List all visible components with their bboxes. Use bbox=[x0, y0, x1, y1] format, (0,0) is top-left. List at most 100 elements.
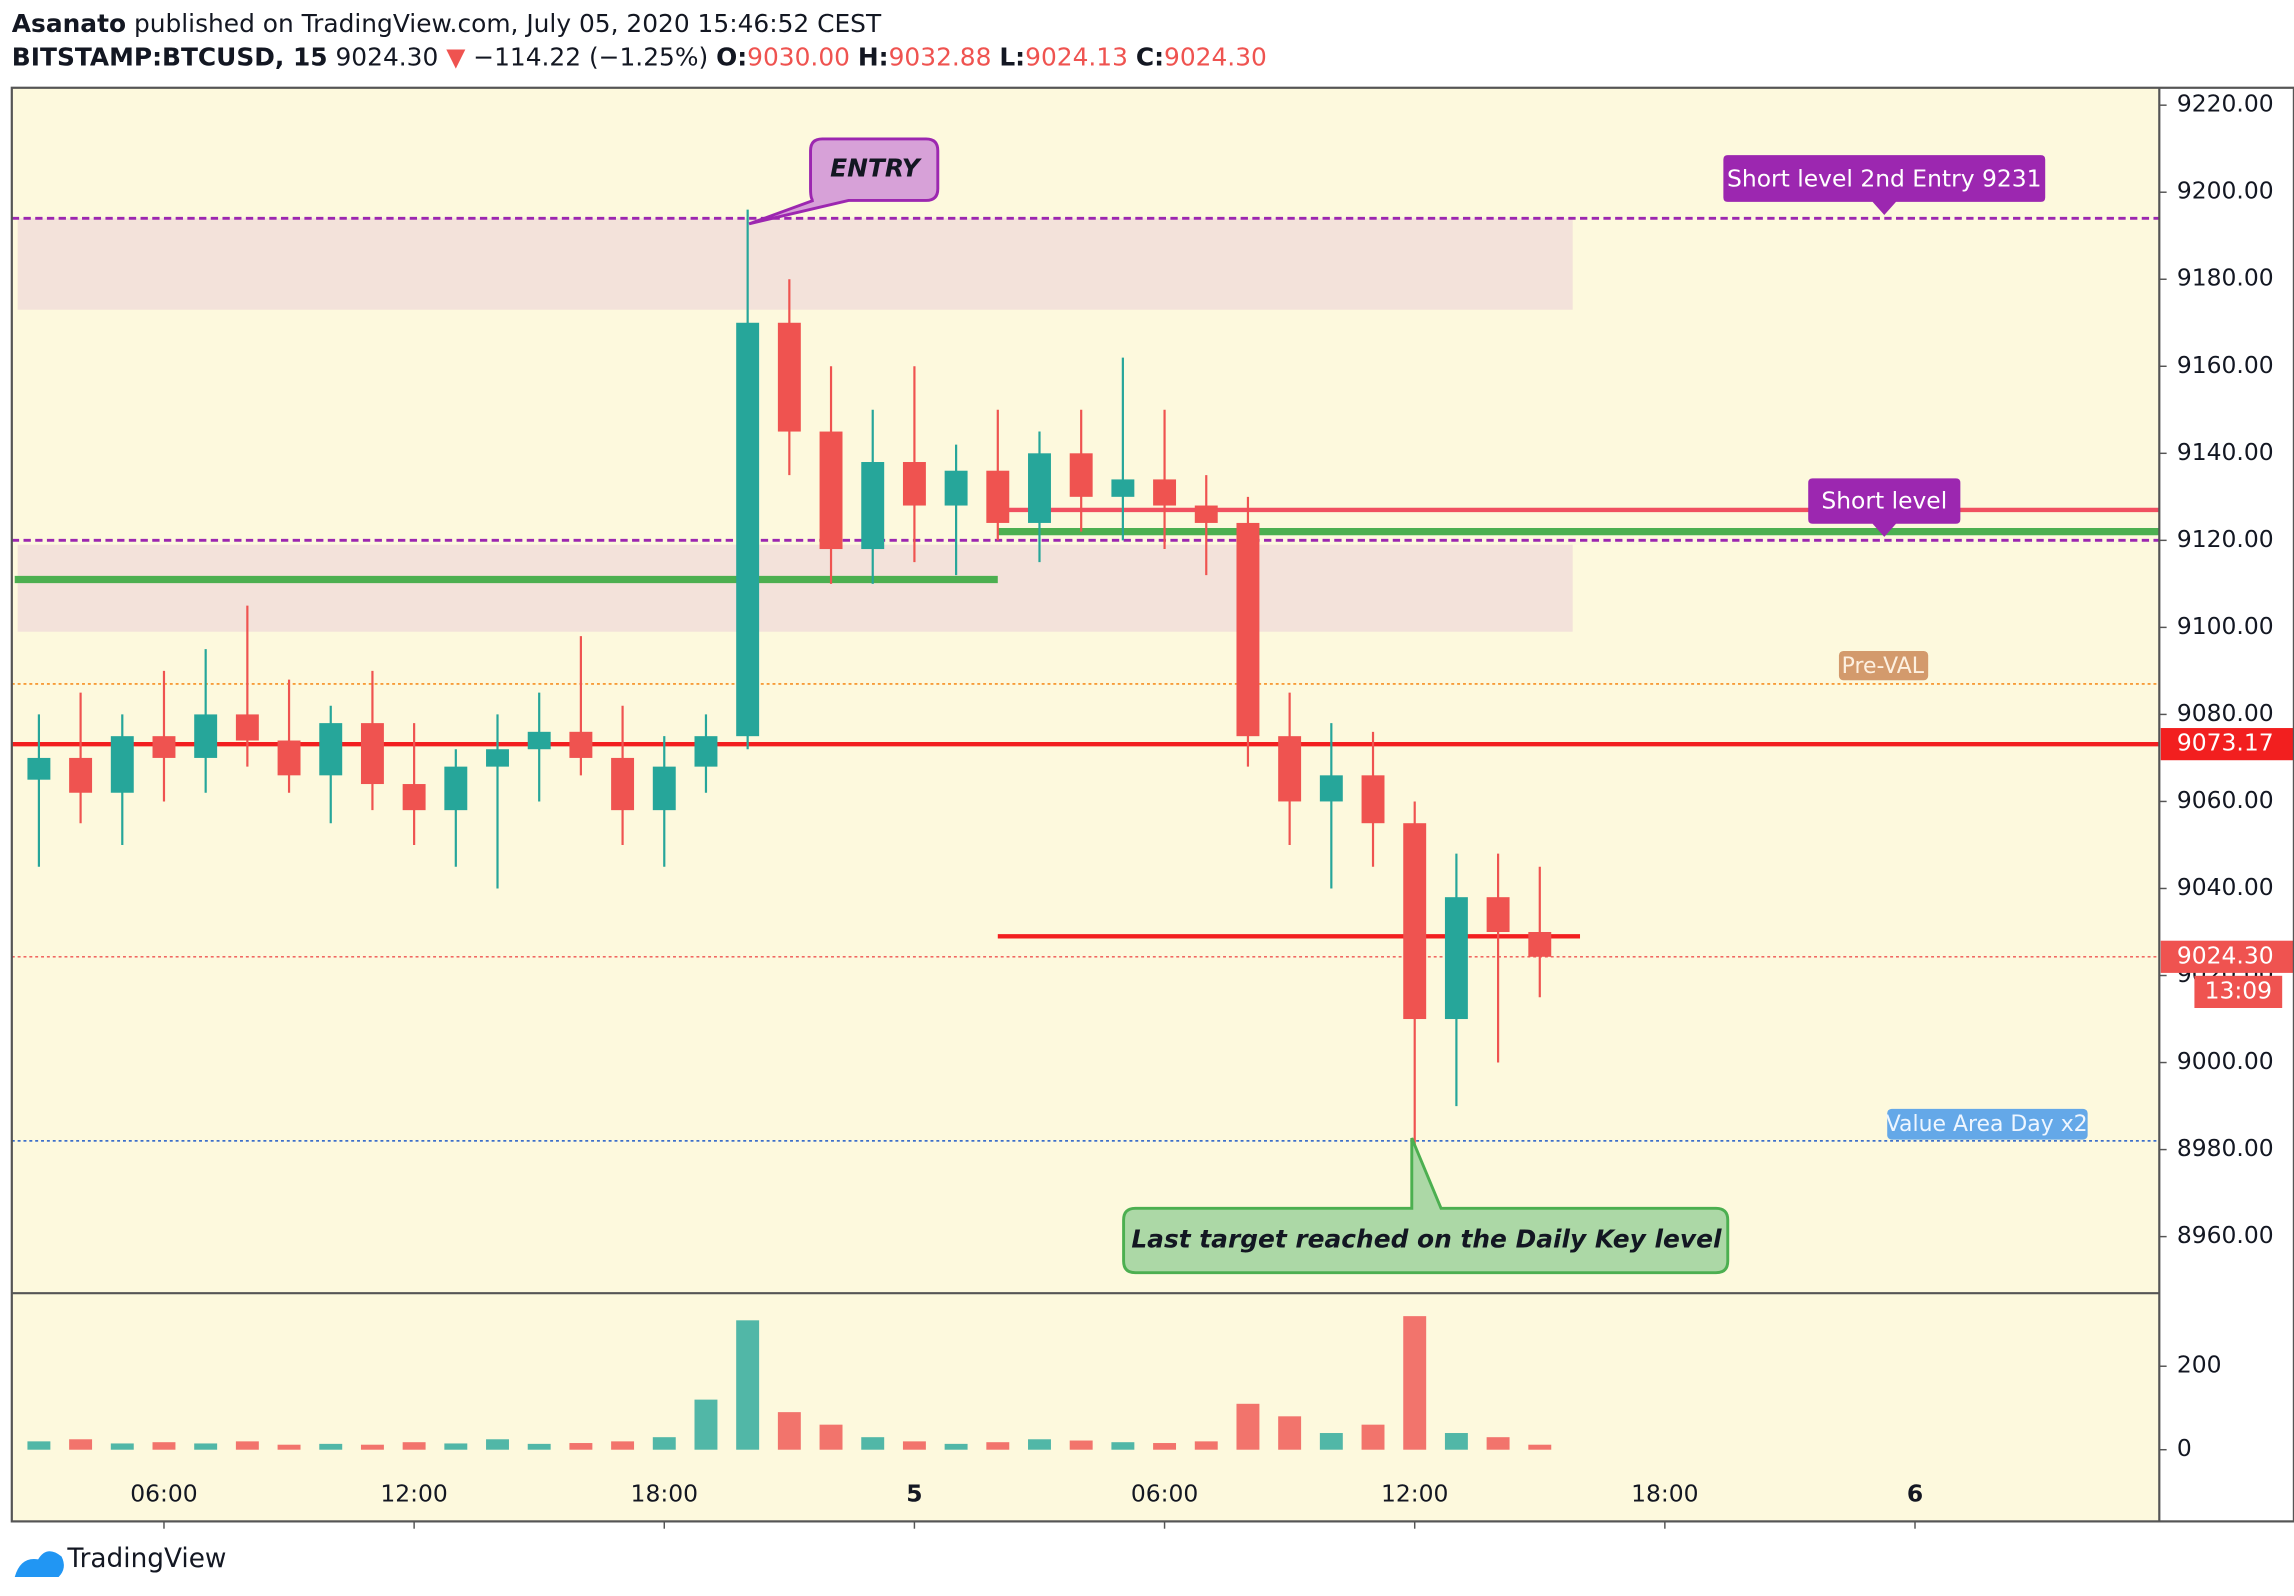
candle-body bbox=[194, 714, 218, 758]
symbol: BITSTAMP:BTCUSD, 15 bbox=[12, 43, 328, 72]
change: −114.22 (−1.25%) bbox=[473, 43, 708, 72]
candle-body bbox=[1111, 479, 1135, 497]
candle-body bbox=[527, 731, 551, 750]
published: published on TradingView.com, July 05, 2… bbox=[134, 9, 882, 38]
entry-callout bbox=[748, 137, 940, 226]
volume-bar bbox=[569, 1443, 593, 1450]
short2-callout bbox=[1723, 155, 2046, 216]
candle-body bbox=[611, 757, 635, 811]
x-tick-label: 12:00 bbox=[380, 1480, 447, 1508]
candle-body bbox=[319, 723, 343, 776]
volume-bar bbox=[1403, 1316, 1427, 1450]
o-label: O: bbox=[716, 43, 747, 72]
target-callout bbox=[1122, 1137, 1730, 1275]
candle-body bbox=[402, 784, 426, 811]
countdown-tag bbox=[2194, 975, 2283, 1009]
candle-body bbox=[69, 757, 93, 793]
y-tick-label: 9080.00 bbox=[2177, 699, 2274, 727]
short2-label: Short level 2nd Entry 9231 bbox=[1727, 164, 2041, 192]
h-label: H: bbox=[858, 43, 889, 72]
candle-body bbox=[861, 462, 885, 550]
y-tick-label: 9120.00 bbox=[2177, 525, 2274, 553]
candle-body bbox=[277, 740, 301, 776]
header-line-1: Asanato published on TradingView.com, Ju… bbox=[12, 9, 882, 38]
plot: 8960.008980.009000.009020.009040.009060.… bbox=[11, 90, 2294, 1529]
volume-bar bbox=[1194, 1441, 1218, 1450]
x-tick-label: 5 bbox=[906, 1480, 922, 1508]
candle-body bbox=[1236, 522, 1260, 737]
candle-body bbox=[360, 723, 384, 785]
x-tick-label: 06:00 bbox=[130, 1480, 197, 1508]
candle-body bbox=[569, 731, 593, 758]
volume-bar bbox=[27, 1441, 51, 1450]
y-tick-label: 9060.00 bbox=[2177, 786, 2274, 814]
y-tick-label: 9000.00 bbox=[2177, 1047, 2274, 1075]
candle-body bbox=[110, 736, 134, 793]
volume-bar bbox=[1236, 1403, 1260, 1450]
price-tag bbox=[2160, 728, 2294, 761]
volume-bar bbox=[1069, 1440, 1093, 1450]
brand: TradingView bbox=[66, 1544, 226, 1574]
y-tick-label: 9040.00 bbox=[2177, 873, 2274, 901]
volume-bar bbox=[527, 1443, 551, 1450]
v-tick-label: 200 bbox=[2177, 1351, 2222, 1379]
candle-body bbox=[1028, 453, 1051, 523]
volume-bar bbox=[986, 1442, 1010, 1450]
x-tick-label: 06:00 bbox=[1131, 1480, 1198, 1508]
candle-body bbox=[777, 322, 801, 432]
volume-bar bbox=[944, 1443, 968, 1450]
volume-bar bbox=[444, 1443, 468, 1450]
short-callout bbox=[1808, 478, 1961, 537]
price-tag bbox=[2160, 940, 2294, 973]
volume-bar bbox=[1278, 1416, 1302, 1450]
o-value: 9030.00 bbox=[747, 43, 850, 72]
vad-box bbox=[1887, 1108, 2088, 1140]
y-tick-label: 9100.00 bbox=[2177, 612, 2274, 640]
candle-body bbox=[235, 714, 259, 741]
candle-body bbox=[1194, 505, 1218, 523]
l-value: 9024.13 bbox=[1025, 43, 1128, 72]
price-tag-label: 9024.30 bbox=[2177, 941, 2274, 969]
candle-body bbox=[1278, 736, 1302, 802]
zone bbox=[17, 544, 1573, 632]
volume-bar bbox=[152, 1442, 176, 1450]
volume-bar bbox=[861, 1437, 885, 1450]
candle-body bbox=[1444, 897, 1468, 1020]
short-label: Short level bbox=[1821, 486, 1947, 514]
chart-background bbox=[11, 87, 2160, 1522]
c-label: C: bbox=[1136, 43, 1164, 72]
y-tick-label: 9140.00 bbox=[2177, 438, 2274, 466]
volume-bar bbox=[235, 1441, 259, 1450]
candle-body bbox=[1319, 775, 1343, 802]
y-tick-label: 9180.00 bbox=[2177, 264, 2274, 292]
arrow: ▼ bbox=[446, 43, 466, 72]
x-tick-label: 6 bbox=[1907, 1480, 1923, 1508]
y-tick-label: 9220.00 bbox=[2177, 90, 2274, 118]
h-value: 9032.88 bbox=[889, 43, 992, 72]
volume-bar bbox=[1028, 1439, 1051, 1450]
volume-bar bbox=[486, 1439, 509, 1450]
candle-body bbox=[694, 736, 718, 767]
target-label: Last target reached on the Daily Key lev… bbox=[1131, 1225, 1722, 1254]
y-tick-label: 8960.00 bbox=[2177, 1221, 2274, 1249]
x-tick-label: 18:00 bbox=[631, 1480, 698, 1508]
zone bbox=[17, 218, 1573, 310]
candle-body bbox=[944, 470, 968, 506]
candle-body bbox=[1069, 453, 1093, 497]
volume-bar bbox=[1528, 1444, 1552, 1450]
volume-bar bbox=[194, 1443, 218, 1450]
candle-body bbox=[1486, 897, 1510, 932]
y-tick-label: 8980.00 bbox=[2177, 1134, 2274, 1162]
volume-bar bbox=[277, 1444, 301, 1450]
candle-body bbox=[152, 736, 176, 758]
volume-bar bbox=[652, 1437, 676, 1450]
candle-body bbox=[652, 766, 676, 811]
price-tag-label: 9073.17 bbox=[2177, 729, 2274, 757]
price: 9024.30 bbox=[336, 43, 439, 72]
candle-body bbox=[1153, 479, 1177, 506]
volume-bar bbox=[694, 1399, 718, 1450]
candle-body bbox=[1528, 931, 1552, 957]
countdown: 13:09 bbox=[2205, 976, 2272, 1004]
volume-bar bbox=[736, 1320, 760, 1450]
